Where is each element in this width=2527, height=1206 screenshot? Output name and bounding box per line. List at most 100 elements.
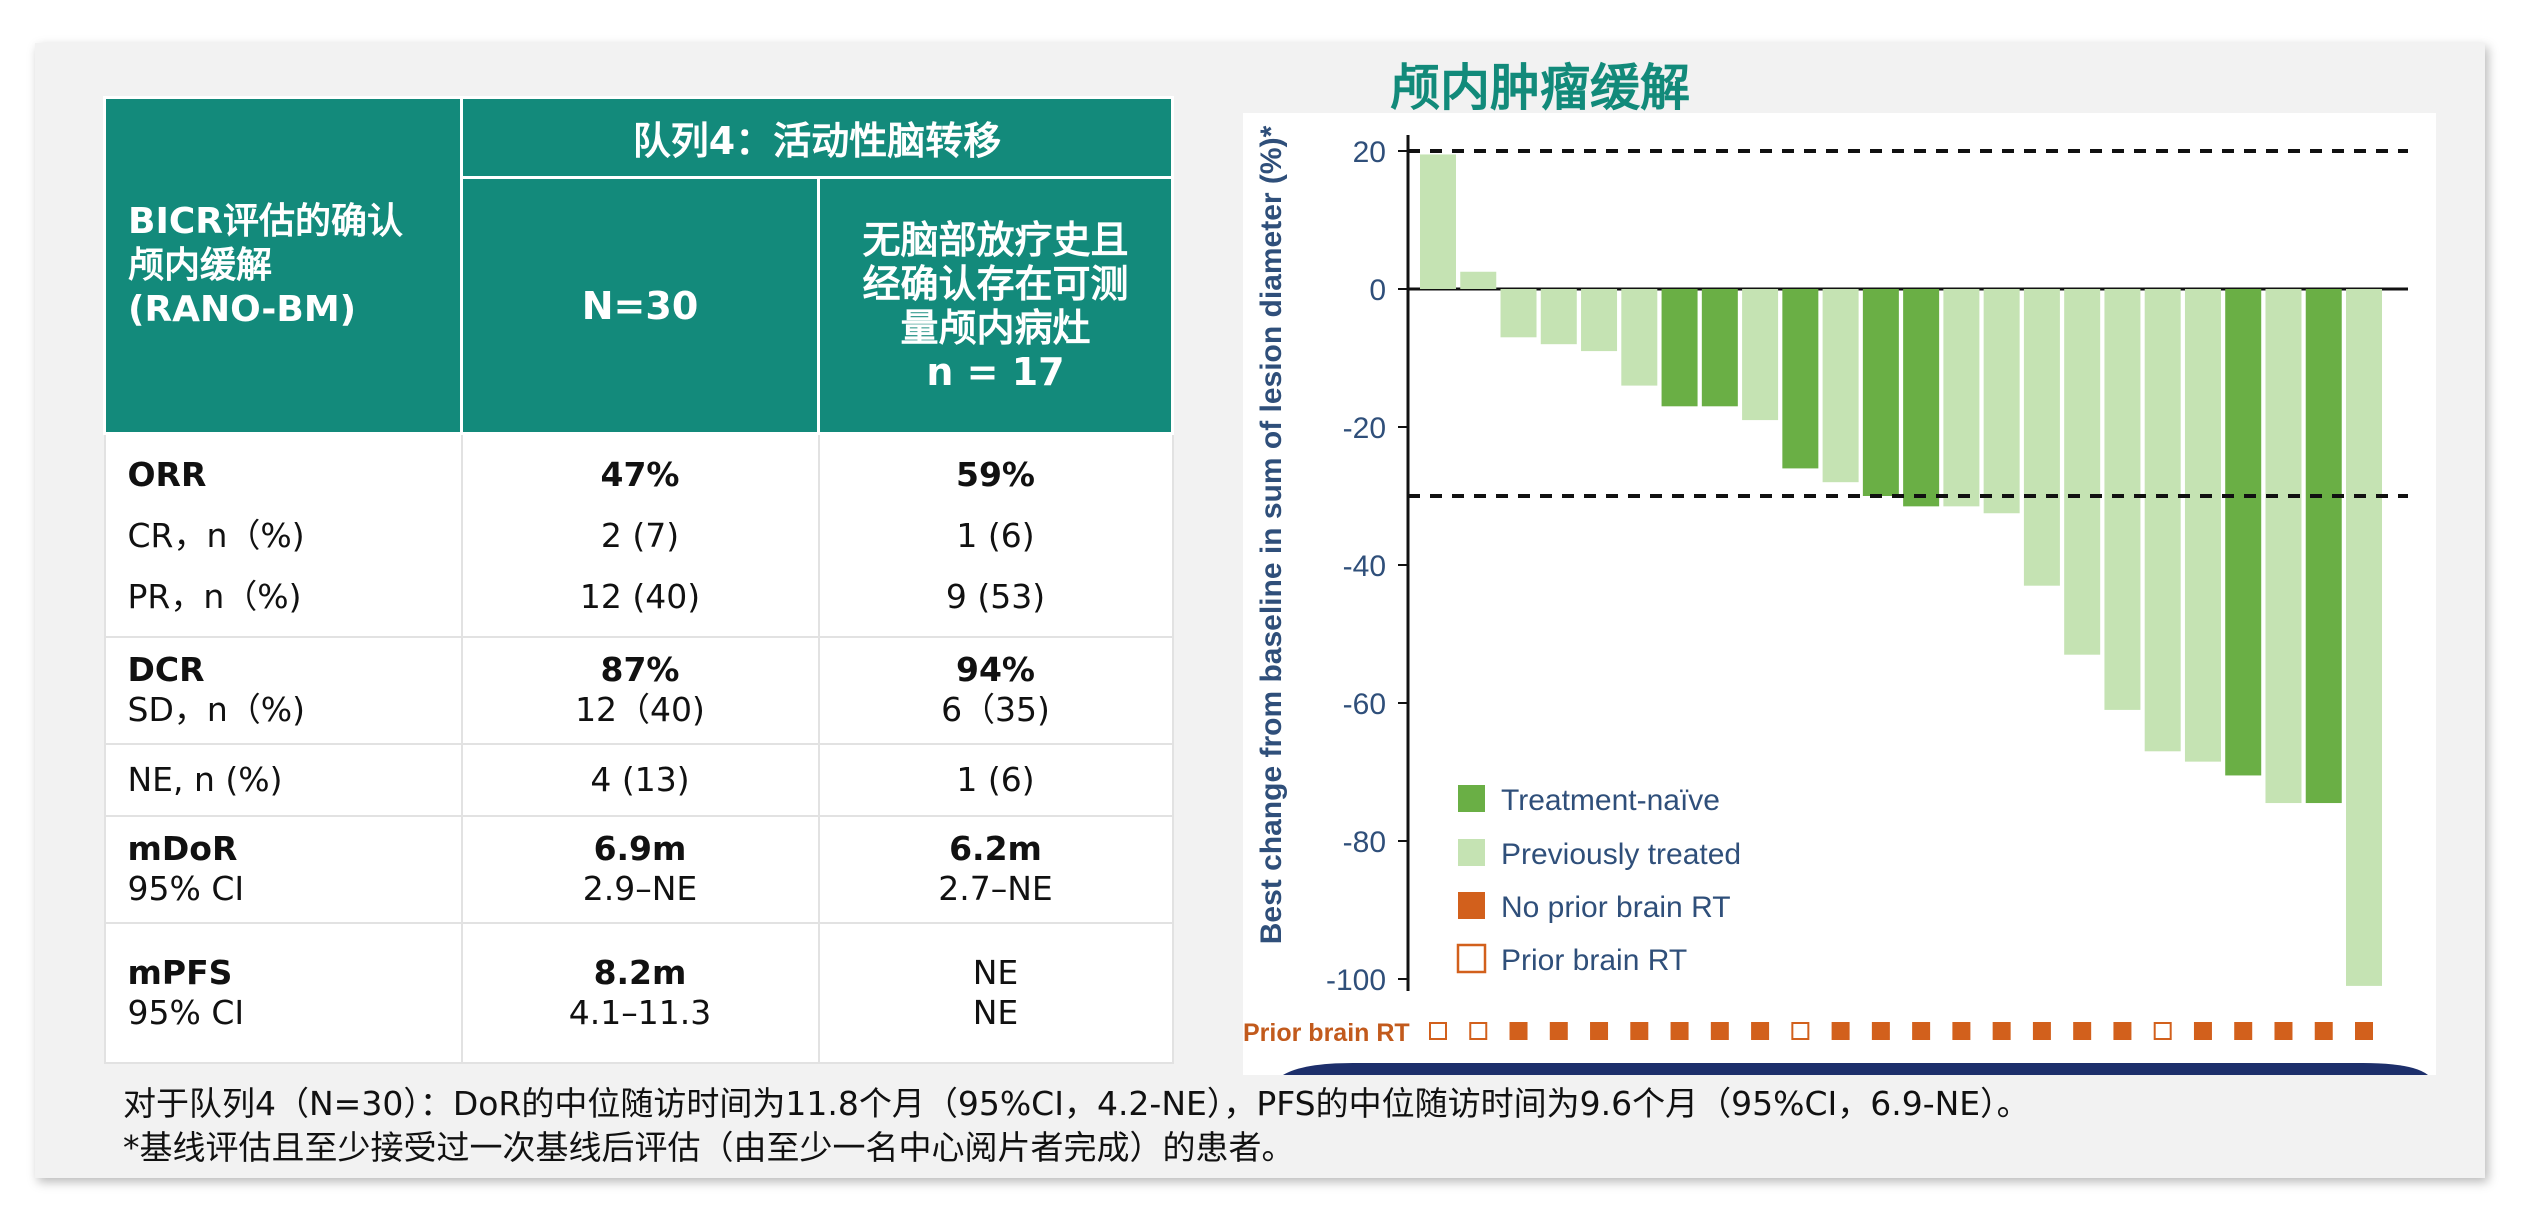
sd-value-1: 12（40) xyxy=(575,690,705,729)
dcr-col1-cell: 87% 12（40) xyxy=(460,635,820,745)
pr-label: PR，n（%) xyxy=(127,576,302,616)
cr-value-1: 2 (7) xyxy=(600,515,680,555)
response-col1-cell: 47% 2 (7) 12 (40) xyxy=(460,432,820,638)
response-label-cell: ORR CR，n（%) PR，n（%) xyxy=(103,432,463,638)
y-tick-label: 0 xyxy=(1369,274,1386,307)
rt-marker xyxy=(2314,1022,2333,1040)
bar xyxy=(1621,289,1658,386)
footnote-line-1: 对于队列4（N=30）：DoR的中位随访时间为11.8个月（95%CI，4.2-… xyxy=(123,1084,2030,1123)
y-tick-label: -100 xyxy=(1326,964,1386,997)
rt-marker xyxy=(1831,1022,1850,1040)
mpfs-label-cell: mPFS 95% CI xyxy=(103,921,463,1064)
y-tick-label: -60 xyxy=(1343,688,1386,721)
row-label-line-3: (RANO-BM) xyxy=(128,288,357,330)
rt-marker xyxy=(2073,1022,2092,1040)
bar xyxy=(2064,289,2101,655)
dcr-value-1: 87% xyxy=(600,650,680,689)
bar xyxy=(1943,289,1980,507)
dcr-label-cell: DCR SD，n（%) xyxy=(103,635,463,745)
rt-marker xyxy=(1429,1022,1447,1040)
footnote-line-2: *基线评估且至少接受过一次基线后评估（由至少一名中心阅片者完成）的患者。 xyxy=(123,1128,1295,1167)
mpfs-ci-value-1: 4.1–11.3 xyxy=(568,992,712,1032)
col2-header-line-1: 无脑部放疗史且 xyxy=(862,217,1129,262)
legend-label: Previously treated xyxy=(1501,838,1741,871)
cohort-header: 队列4：活动性脑转移 xyxy=(459,96,1175,179)
orr-value-2: 59% xyxy=(956,454,1035,494)
bar xyxy=(2346,289,2382,986)
legend-label: Treatment-naïve xyxy=(1501,784,1720,817)
bar xyxy=(1701,289,1738,407)
dcr-value-2: 94% xyxy=(956,650,1035,689)
chart-title: 颅内肿瘤缓解 xyxy=(1390,59,1690,117)
pr-value-2: 9 (53) xyxy=(945,576,1046,616)
orr-label: ORR xyxy=(127,454,207,494)
ne-value-2: 1 (6) xyxy=(817,742,1174,817)
waterfall-chart-area: 20 0 -20 -40 -60 -80 -100 Best change from base… xyxy=(1243,113,2436,1075)
mdor-ci-value-1: 2.9–NE xyxy=(582,869,698,908)
rt-marker xyxy=(1469,1022,1488,1040)
mdor-col1-cell: 6.9m 2.9–NE xyxy=(460,814,820,924)
ne-label: NE, n (%) xyxy=(103,742,463,817)
rt-marker xyxy=(2274,1022,2293,1040)
col2-header-line-2: 经确认存在可测 xyxy=(862,261,1129,306)
bar xyxy=(2265,289,2302,804)
rt-marker xyxy=(1670,1022,1689,1040)
row-label-line-1: BICR评估的确认 xyxy=(128,200,403,242)
legend-label: Prior brain RT xyxy=(1501,944,1687,977)
bar xyxy=(1822,289,1859,483)
ne-value-1: 4 (13) xyxy=(460,742,820,817)
mdor-value-2: 6.2m xyxy=(949,829,1042,868)
bar xyxy=(2104,289,2141,710)
cr-value-2: 1 (6) xyxy=(956,515,1035,555)
rt-row-label: Prior brain RT xyxy=(1243,1019,1410,1047)
bar xyxy=(2023,289,2060,586)
rt-marker xyxy=(1992,1022,2011,1040)
rt-marker xyxy=(1751,1022,1770,1040)
bottom-band xyxy=(1283,1063,2428,1075)
col1-header: N=30 xyxy=(460,176,820,435)
mpfs-value-1: 8.2m xyxy=(593,952,687,992)
bar xyxy=(1983,289,2020,514)
legend-swatch xyxy=(1456,943,1487,974)
rt-marker xyxy=(1630,1022,1649,1040)
bar xyxy=(1460,271,1497,289)
rt-marker xyxy=(1791,1022,1810,1040)
mdor-value-1: 6.9m xyxy=(593,829,687,868)
bar xyxy=(1862,289,1899,496)
rt-marker xyxy=(1710,1022,1729,1040)
bar xyxy=(1540,289,1577,345)
mdor-ci-value-2: 2.7–NE xyxy=(938,869,1053,908)
legend-swatch xyxy=(1458,785,1485,812)
sd-value-2: 6（35) xyxy=(941,690,1050,729)
pr-value-1: 12 (40) xyxy=(579,576,701,616)
rt-marker xyxy=(2193,1022,2212,1040)
y-tick-label: -80 xyxy=(1343,826,1386,859)
rt-marker xyxy=(1590,1022,1609,1040)
orr-value-1: 47% xyxy=(600,454,680,494)
bar xyxy=(2144,289,2181,752)
col2-header-line-3: 量颅内病灶 xyxy=(900,305,1091,350)
bar xyxy=(1420,154,1456,289)
cr-label: CR，n（%) xyxy=(127,515,305,555)
rt-marker xyxy=(2113,1022,2132,1040)
mdor-label-cell: mDoR 95% CI xyxy=(103,814,463,924)
response-table: BICR评估的确认 颅内缓解 (RANO-BM) 队列4：活动性脑转移 N=30… xyxy=(103,96,1175,1064)
y-tick-label: -20 xyxy=(1343,412,1386,445)
dcr-label: DCR xyxy=(127,650,205,689)
bar xyxy=(1500,289,1537,338)
col2-header: 无脑部放疗史且 经确认存在可测 量颅内病灶 n = 17 xyxy=(816,176,1175,435)
row-label-header: BICR评估的确认 颅内缓解 (RANO-BM) xyxy=(103,96,463,435)
legend-swatch xyxy=(1458,839,1485,866)
y-tick-label: 20 xyxy=(1353,136,1386,169)
row-label-line-2: 颅内缓解 xyxy=(128,244,273,286)
dcr-col2-cell: 94% 6（35) xyxy=(817,635,1174,745)
rt-marker xyxy=(1509,1022,1528,1040)
bar xyxy=(1661,289,1698,407)
mpfs-col1-cell: 8.2m 4.1–11.3 xyxy=(460,921,820,1064)
mpfs-ci-label: 95% CI xyxy=(127,992,245,1032)
rt-marker xyxy=(2355,1022,2373,1040)
mdor-ci-label: 95% CI xyxy=(127,869,245,908)
bar xyxy=(2305,289,2342,804)
y-tick-label: -40 xyxy=(1343,550,1386,583)
col2-header-line-4: n = 17 xyxy=(926,349,1065,394)
